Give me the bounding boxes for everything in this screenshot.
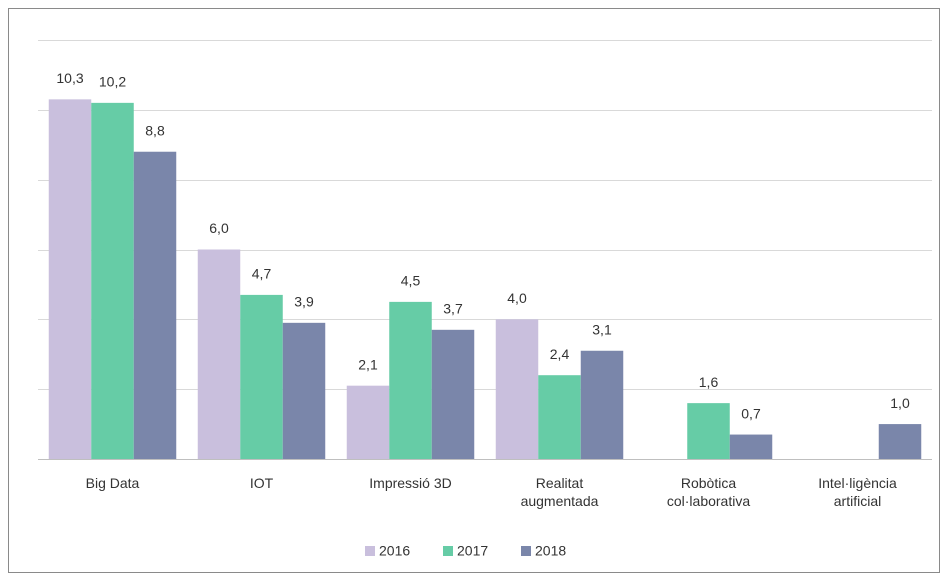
legend-label: 2018: [535, 543, 566, 559]
bar: [878, 424, 922, 459]
bar: [687, 403, 730, 459]
data-label: 2,1: [358, 356, 378, 372]
data-label: 6,0: [209, 220, 229, 236]
x-tick-label: Big Data: [85, 475, 140, 491]
bar: [197, 249, 241, 459]
bar: [431, 329, 475, 459]
data-label: 4,5: [401, 273, 421, 289]
legend-swatch: [443, 546, 453, 556]
legend-label: 2016: [379, 543, 410, 559]
data-label: 1,6: [699, 374, 719, 390]
bar: [282, 322, 326, 459]
data-label: 8,8: [145, 122, 165, 138]
data-label: 10,3: [56, 70, 83, 86]
x-tick-label: Realitat augmentada: [520, 475, 599, 509]
x-tick-label: Robòtica col·laborativa: [666, 475, 751, 509]
data-label: 0,7: [741, 405, 761, 421]
data-label: 1,0: [890, 395, 910, 411]
data-label: 4,7: [252, 266, 272, 282]
bar: [91, 102, 134, 459]
bar: [538, 375, 581, 459]
bar: [729, 434, 773, 459]
data-label: 10,2: [99, 74, 126, 90]
legend-swatch: [365, 546, 375, 556]
bar: [580, 350, 624, 459]
data-label: 3,9: [294, 294, 314, 310]
legend-swatch: [521, 546, 531, 556]
bar: [495, 319, 539, 459]
x-tick-label: Impressió 3D: [369, 475, 452, 491]
x-tick-label: IOT: [249, 475, 274, 491]
data-label: 2,4: [550, 346, 570, 362]
bar: [389, 301, 432, 459]
x-tick-label: Intel·ligència artificial: [818, 475, 897, 509]
data-label: 4,0: [507, 290, 527, 306]
bar: [48, 99, 92, 459]
chart-frame: [8, 8, 940, 573]
data-label: 3,7: [443, 301, 463, 317]
bar: [240, 294, 283, 459]
data-label: 3,1: [592, 321, 612, 337]
legend-label: 2017: [457, 543, 488, 559]
bar: [133, 151, 177, 459]
bar: [346, 385, 390, 459]
